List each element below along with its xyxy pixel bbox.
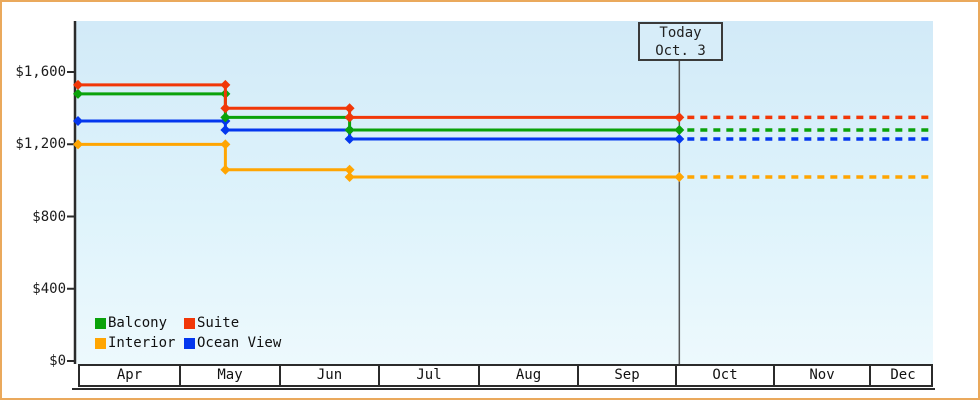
legend-swatch <box>95 337 106 349</box>
series-marker-ocean-view <box>73 115 83 126</box>
bottom-axis-rule <box>72 388 935 390</box>
month-cell-jun: Jun <box>279 366 378 385</box>
month-cell-aug: Aug <box>478 366 577 385</box>
series-marker-ocean-view <box>344 134 355 145</box>
series-marker-balcony <box>674 124 685 135</box>
plot-area <box>76 21 933 364</box>
series-marker-suite <box>73 79 83 90</box>
series-line-interior <box>78 142 680 179</box>
series-line-balcony <box>78 92 680 132</box>
month-cell-may: May <box>179 366 279 385</box>
series-marker-balcony <box>73 88 83 99</box>
legend-swatch <box>184 317 195 329</box>
series-marker-interior <box>73 139 83 150</box>
series-marker-interior <box>674 171 685 182</box>
series-marker-suite <box>674 112 685 123</box>
series-marker-suite <box>220 79 231 90</box>
series-marker-balcony <box>220 112 231 123</box>
month-cell-nov: Nov <box>773 366 869 385</box>
y-tick-label: $0 <box>49 353 66 369</box>
y-tick-label: $1,200 <box>15 136 66 153</box>
series-line-suite <box>78 83 680 119</box>
today-date: Oct. 3 <box>655 42 706 59</box>
today-marker-box: Today Oct. 3 <box>638 22 723 61</box>
today-label: Today <box>659 24 702 41</box>
series-marker-suite <box>344 112 355 123</box>
legend-label: Interior <box>108 335 176 351</box>
legend-label: Ocean View <box>197 335 282 351</box>
series-marker-interior <box>344 164 355 175</box>
series-marker-suite <box>220 103 231 114</box>
series-marker-interior <box>344 171 355 182</box>
series-marker-suite <box>344 103 355 114</box>
y-tick-label: $800 <box>32 208 66 225</box>
legend-label: Suite <box>197 315 240 331</box>
y-tick-label: $400 <box>32 280 66 297</box>
legend-item-ocean-view: Ocean View <box>184 336 281 350</box>
month-cell-jul: Jul <box>378 366 478 385</box>
y-tick-label: $1,600 <box>15 64 66 80</box>
month-cell-apr: Apr <box>116 367 143 383</box>
series-marker-interior <box>220 164 231 175</box>
legend-label: Balcony <box>108 315 168 331</box>
series-marker-ocean-view <box>674 134 685 145</box>
series-marker-ocean-view <box>220 124 231 135</box>
legend-swatch <box>184 337 195 349</box>
legend-item-suite: Suite <box>184 316 239 330</box>
legend-swatch <box>95 317 106 329</box>
x-axis-month-row: Apr May Jun Jul Aug Sep Oct Nov Dec <box>78 364 933 387</box>
legend-item-interior: Interior <box>95 336 175 350</box>
series-line-ocean-view <box>78 119 680 141</box>
series-marker-interior <box>220 139 231 150</box>
month-cell-dec: Dec <box>869 366 935 385</box>
month-cell-oct: Oct <box>675 366 773 385</box>
legend-item-balcony: Balcony <box>95 316 167 330</box>
month-cell-sep: Sep <box>577 366 675 385</box>
series-marker-balcony <box>344 124 355 135</box>
